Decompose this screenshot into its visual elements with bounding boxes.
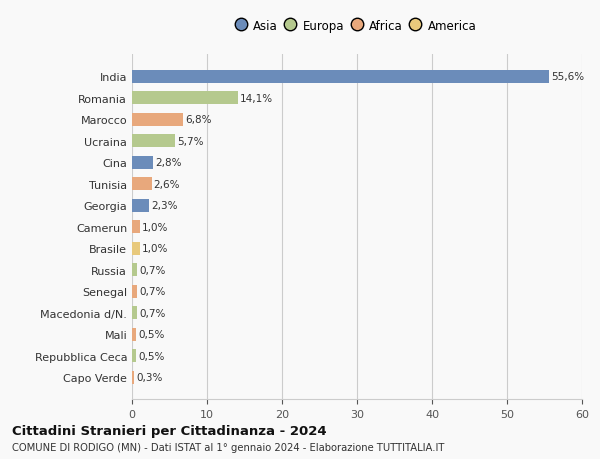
Text: Cittadini Stranieri per Cittadinanza - 2024: Cittadini Stranieri per Cittadinanza - 2… <box>12 424 326 437</box>
Text: 0,7%: 0,7% <box>139 265 166 275</box>
Legend: Asia, Europa, Africa, America: Asia, Europa, Africa, America <box>234 16 480 36</box>
Text: 2,3%: 2,3% <box>151 201 178 211</box>
Text: 6,8%: 6,8% <box>185 115 212 125</box>
Bar <box>132 285 137 298</box>
Bar <box>132 178 151 191</box>
Bar <box>132 157 153 169</box>
Bar <box>132 92 238 105</box>
Text: 0,5%: 0,5% <box>138 330 164 339</box>
Text: 55,6%: 55,6% <box>551 72 584 82</box>
Text: 1,0%: 1,0% <box>142 222 168 232</box>
Text: 0,7%: 0,7% <box>139 308 166 318</box>
Bar <box>132 328 136 341</box>
Text: 5,7%: 5,7% <box>177 136 203 146</box>
Text: COMUNE DI RODIGO (MN) - Dati ISTAT al 1° gennaio 2024 - Elaborazione TUTTITALIA.: COMUNE DI RODIGO (MN) - Dati ISTAT al 1°… <box>12 442 445 452</box>
Bar <box>132 263 137 276</box>
Text: 2,6%: 2,6% <box>154 179 180 189</box>
Bar <box>132 221 139 234</box>
Text: 1,0%: 1,0% <box>142 244 168 254</box>
Bar <box>132 371 134 384</box>
Bar <box>132 349 136 362</box>
Bar <box>132 307 137 319</box>
Text: 0,5%: 0,5% <box>138 351 164 361</box>
Bar <box>132 199 149 212</box>
Bar <box>132 113 183 127</box>
Text: 2,8%: 2,8% <box>155 158 182 168</box>
Text: 0,7%: 0,7% <box>139 286 166 297</box>
Bar <box>132 71 549 84</box>
Text: 0,3%: 0,3% <box>137 372 163 382</box>
Bar <box>132 135 175 148</box>
Text: 14,1%: 14,1% <box>240 94 273 104</box>
Bar <box>132 242 139 255</box>
